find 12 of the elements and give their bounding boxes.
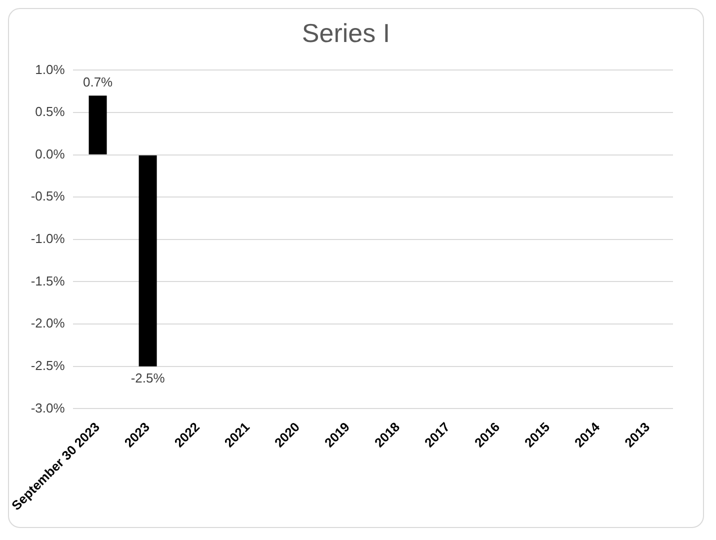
y-tick-label: -2.0% bbox=[30, 316, 66, 331]
y-tick-label: -3.0% bbox=[30, 400, 66, 416]
y-tick-label: -0.5% bbox=[30, 188, 66, 204]
chart-title: Series I bbox=[302, 18, 390, 48]
y-tick-label: 0.0% bbox=[35, 146, 66, 162]
y-tick-label: -1.0% bbox=[30, 231, 66, 246]
y-tick-label: 1.0% bbox=[35, 62, 66, 77]
y-tick-label: -2.5% bbox=[30, 358, 66, 373]
y-tick-label: -1.5% bbox=[30, 273, 66, 288]
data-label: 0.7% bbox=[82, 74, 114, 90]
y-tick-label: 0.5% bbox=[35, 104, 66, 120]
data-label: -2.5% bbox=[130, 370, 166, 386]
